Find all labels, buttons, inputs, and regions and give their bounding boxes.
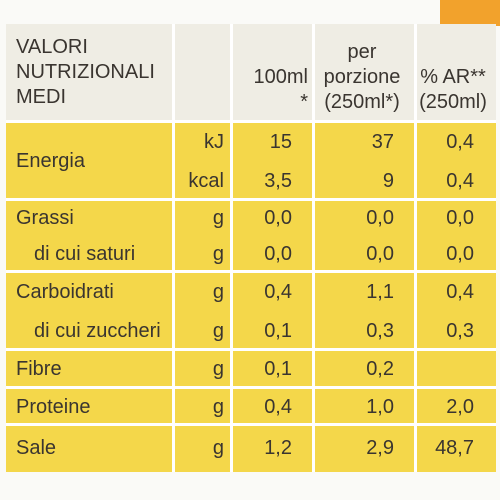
row-value: 9 <box>382 170 394 192</box>
row-value: 2,9 <box>366 436 394 459</box>
row-value: 1,1 <box>366 281 394 303</box>
grid-line <box>172 24 175 472</box>
row-label: Sale <box>16 436 57 459</box>
row-value: 0,0 <box>446 207 474 229</box>
row-unit: g <box>212 207 224 229</box>
row-value: 0,1 <box>264 320 292 342</box>
row-value: 2,0 <box>446 395 474 418</box>
row-unit: kJ <box>204 131 224 153</box>
header-label: VALORI <box>16 36 88 58</box>
row-unit: g <box>212 395 224 418</box>
row-value: 0,0 <box>264 243 292 265</box>
grid-line <box>230 24 233 472</box>
row-value: 48,7 <box>435 436 474 459</box>
row-unit: g <box>212 358 224 380</box>
row-separator <box>6 386 496 389</box>
row-unit: g <box>212 436 224 459</box>
row-separator <box>6 198 496 201</box>
header-column: 100ml <box>253 66 308 88</box>
row-value: 0,4 <box>264 395 292 418</box>
row-value: 0,0 <box>446 243 474 265</box>
row-value: 1,2 <box>264 436 292 459</box>
row-value: 1,0 <box>366 395 394 418</box>
row-value: 0,4 <box>446 170 474 192</box>
row-value: 0,2 <box>366 358 394 380</box>
row-label: Carboidrati <box>16 281 114 303</box>
row-value: 0,3 <box>366 320 394 342</box>
row-separator <box>6 348 496 351</box>
row-unit: g <box>212 281 224 303</box>
row-value: 0,4 <box>446 131 474 153</box>
row-unit: g <box>212 320 224 342</box>
header-label: NUTRIZIONALI <box>16 61 155 83</box>
row-value: 0,0 <box>264 207 292 229</box>
row-value: 0,0 <box>366 207 394 229</box>
row-label: Fibre <box>16 358 62 380</box>
package-edge <box>440 0 500 26</box>
row-value: 3,5 <box>264 170 292 192</box>
row-label: Grassi <box>16 207 74 229</box>
row-unit: g <box>212 243 224 265</box>
row-value: 0,4 <box>264 281 292 303</box>
row-value: 0,1 <box>264 358 292 380</box>
row-separator <box>6 423 496 426</box>
row-label: di cui zuccheri <box>34 320 161 342</box>
row-label: Energia <box>16 150 85 172</box>
grid-line <box>312 24 315 472</box>
header-column: * <box>300 91 308 113</box>
row-unit: kcal <box>188 170 224 192</box>
row-value: 0,0 <box>366 243 394 265</box>
header-column: porzione <box>323 66 401 88</box>
grid-line <box>414 24 417 472</box>
row-label: di cui saturi <box>34 243 136 265</box>
header-column: (250ml) <box>419 91 487 113</box>
row-separator <box>6 270 496 273</box>
row-value: 0,3 <box>446 320 474 342</box>
row-value: 37 <box>371 131 394 153</box>
row-label: Proteine <box>16 395 91 418</box>
header-column: % AR** <box>420 66 486 88</box>
header-column: per <box>347 41 377 63</box>
row-value: 0,4 <box>446 281 474 303</box>
header-column: (250ml*) <box>324 91 400 113</box>
row-value: 15 <box>269 131 292 153</box>
header-label: MEDI <box>16 86 66 108</box>
row-separator <box>6 120 496 123</box>
